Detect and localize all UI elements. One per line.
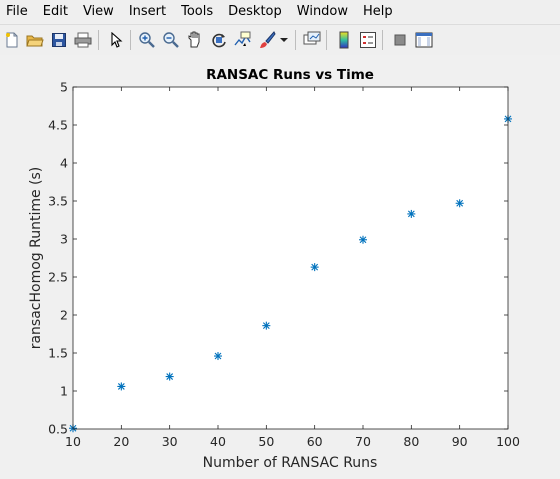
- data-point[interactable]: [456, 199, 464, 207]
- data-cursor-icon[interactable]: [232, 29, 254, 51]
- x-tick-label: 60: [307, 434, 323, 449]
- menu-bar: File Edit View Insert Tools Desktop Wind…: [0, 0, 560, 23]
- x-tick-label: 70: [355, 434, 371, 449]
- toolbar-separator: [382, 30, 383, 50]
- open-folder-icon[interactable]: [24, 29, 46, 51]
- x-tick-label: 100: [496, 434, 520, 449]
- chart-title: RANSAC Runs vs Time: [206, 67, 374, 83]
- axes-background: [73, 87, 508, 429]
- new-file-icon[interactable]: [1, 29, 23, 51]
- data-point[interactable]: [262, 322, 270, 330]
- menu-file[interactable]: File: [0, 0, 36, 23]
- brush-icon[interactable]: [256, 29, 278, 51]
- y-tick-label: 1.5: [48, 346, 68, 361]
- menu-help[interactable]: Help: [356, 0, 401, 23]
- link-plot-icon[interactable]: [301, 29, 323, 51]
- x-tick-label: 40: [210, 434, 226, 449]
- y-tick-label: 5: [60, 80, 68, 95]
- toolbar-separator: [98, 30, 99, 50]
- show-plot-tools-icon[interactable]: [413, 29, 435, 51]
- data-point[interactable]: [311, 263, 319, 271]
- pointer-icon[interactable]: [105, 29, 127, 51]
- y-axis-label: ransacHomog Runtime (s): [28, 167, 44, 350]
- legend-icon[interactable]: [357, 29, 379, 51]
- print-icon[interactable]: [72, 29, 94, 51]
- menu-desktop[interactable]: Desktop: [221, 0, 290, 23]
- toolbar-separator: [130, 30, 131, 50]
- menu-insert[interactable]: Insert: [122, 0, 174, 23]
- menu-window[interactable]: Window: [290, 0, 356, 23]
- zoom-out-icon[interactable]: [160, 29, 182, 51]
- y-tick-label: 4.5: [48, 118, 68, 133]
- scatter-chart[interactable]: 10 20 30 40 50 60 70 80 90 1000.511.522.533.544.5…: [0, 55, 560, 475]
- rotate-3d-icon[interactable]: [208, 29, 230, 51]
- x-tick-label: 50: [258, 434, 274, 449]
- save-icon[interactable]: [48, 29, 70, 51]
- toolbar-separator: [295, 30, 296, 50]
- x-tick-label: 20: [113, 434, 129, 449]
- y-tick-label: 0.5: [48, 422, 68, 437]
- zoom-in-icon[interactable]: [136, 29, 158, 51]
- y-tick-label: 1: [60, 384, 68, 399]
- menu-view[interactable]: View: [76, 0, 122, 23]
- y-tick-label: 4: [60, 156, 68, 171]
- x-axis-label: Number of RANSAC Runs: [203, 455, 378, 471]
- x-tick-label: 90: [452, 434, 468, 449]
- data-point[interactable]: [407, 210, 415, 218]
- data-point[interactable]: [214, 352, 222, 360]
- hide-plot-tools-icon[interactable]: [389, 29, 411, 51]
- y-tick-label: 2: [60, 308, 68, 323]
- y-tick-label: 3: [60, 232, 68, 247]
- brush-dropdown-icon[interactable]: [278, 29, 290, 51]
- y-tick-label: 3.5: [48, 194, 68, 209]
- pan-hand-icon[interactable]: [184, 29, 206, 51]
- figure-toolbar: [0, 24, 560, 56]
- y-tick-label: 2.5: [48, 270, 68, 285]
- colorbar-icon[interactable]: [333, 29, 355, 51]
- toolbar-separator: [326, 30, 327, 50]
- figure-canvas: 10 20 30 40 50 60 70 80 90 100 0.5 1 1.5 2 2.5 3 3.5 4 4.5…: [0, 55, 560, 475]
- x-tick-label: 30: [162, 434, 178, 449]
- data-point[interactable]: [117, 382, 125, 390]
- menu-edit[interactable]: Edit: [36, 0, 76, 23]
- x-tick-label: 80: [403, 434, 419, 449]
- menu-tools[interactable]: Tools: [174, 0, 221, 23]
- data-point[interactable]: [166, 373, 174, 381]
- data-point[interactable]: [359, 236, 367, 244]
